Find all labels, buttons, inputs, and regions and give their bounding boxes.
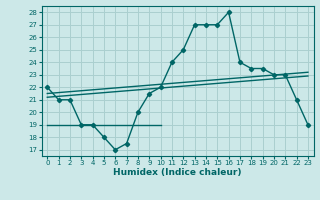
- X-axis label: Humidex (Indice chaleur): Humidex (Indice chaleur): [113, 168, 242, 177]
